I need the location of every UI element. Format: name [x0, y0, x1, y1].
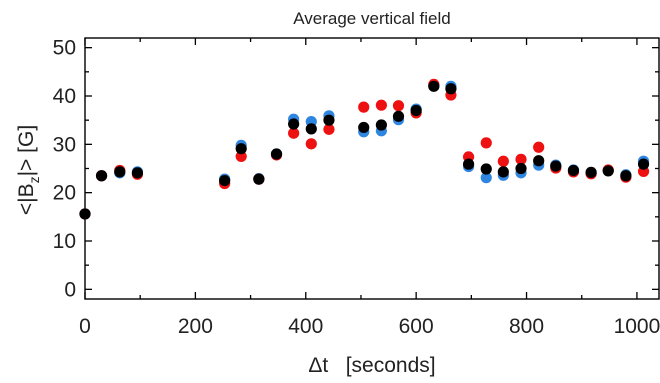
data-point	[515, 153, 527, 165]
y-tick-label: 40	[53, 85, 76, 108]
data-point	[550, 160, 562, 172]
x-tick-label: 1000	[614, 315, 660, 338]
data-point	[515, 162, 527, 175]
series-2	[79, 78, 650, 220]
data-point	[392, 100, 405, 112]
x-tick-label: 400	[288, 315, 323, 338]
x-tick-label: 0	[79, 315, 91, 338]
x-tick-label: 600	[399, 315, 434, 338]
data-point	[235, 150, 247, 163]
data-point	[219, 174, 231, 187]
y-tick-label: 50	[53, 37, 76, 60]
y-axis-label-post: |> [G]	[15, 125, 38, 177]
data-point	[637, 158, 650, 170]
data-point	[392, 110, 405, 122]
y-axis-label-pre: <|B	[15, 183, 38, 215]
data-point	[358, 101, 370, 113]
data-point	[323, 114, 335, 126]
y-axis: 0 10 20 30 40 50	[53, 37, 659, 301]
data-point	[288, 127, 300, 139]
data-point	[497, 166, 509, 178]
data-point	[585, 166, 597, 178]
y-tick-label: 0	[64, 278, 76, 301]
series-3	[79, 80, 650, 220]
data-point	[428, 80, 440, 92]
chart-title: Average vertical field	[293, 9, 451, 28]
data-point	[620, 170, 632, 182]
y-tick-label: 10	[53, 230, 76, 253]
data-point	[79, 208, 91, 220]
data-point	[533, 155, 545, 167]
series-1	[79, 80, 650, 220]
data-point	[358, 121, 370, 134]
data-point	[480, 163, 492, 175]
data-point	[533, 141, 545, 153]
data-point	[462, 158, 475, 170]
y-axis-label: <|Bz|> [G]	[15, 125, 42, 215]
data-point	[497, 155, 509, 167]
data-point	[480, 137, 492, 149]
data-point	[323, 123, 335, 135]
data-point	[305, 123, 317, 135]
data-point	[305, 138, 317, 150]
data-point	[480, 172, 492, 184]
x-axis: 0 200 400 600 800 1000	[79, 38, 660, 338]
data-point	[95, 170, 108, 182]
data-point	[375, 99, 387, 111]
data-point	[253, 173, 265, 185]
data-point	[114, 166, 126, 178]
y-tick-label: 20	[53, 182, 76, 205]
data-points	[79, 78, 650, 220]
y-tick-label: 30	[53, 133, 76, 156]
data-point	[445, 83, 457, 95]
y-axis-label-sub: z	[26, 176, 42, 183]
x-tick-label: 800	[509, 315, 544, 338]
data-point	[410, 104, 422, 117]
data-point	[567, 164, 580, 177]
data-point	[270, 148, 283, 160]
data-point	[375, 119, 387, 131]
data-point	[602, 165, 614, 177]
x-axis-label: Δt [seconds]	[308, 354, 435, 377]
data-point	[235, 143, 247, 155]
x-tick-label: 200	[178, 315, 213, 338]
data-point	[131, 167, 144, 179]
data-point	[288, 118, 300, 130]
